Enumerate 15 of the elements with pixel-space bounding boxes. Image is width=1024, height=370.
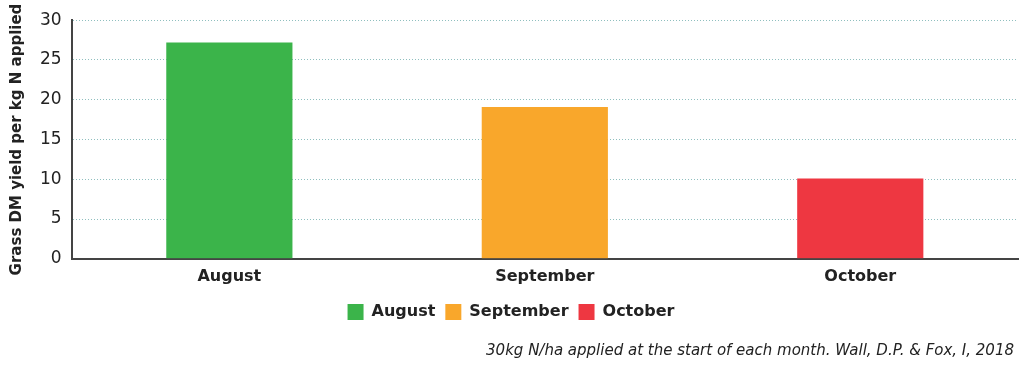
text: 30kg N/ha applied at the start of each month. Wall, D.P. & Fox, I, 2018 <box>486 341 1014 359</box>
x-tick-label: August <box>197 265 262 285</box>
y-tick-label: 15 <box>39 127 62 148</box>
x-tick-label: October <box>824 265 897 285</box>
y-tick-label: 30 <box>39 8 62 29</box>
y-tick-label: 25 <box>39 48 62 69</box>
y-tick-label: 5 <box>50 207 62 228</box>
y-axis-title: Grass DM yield per kg N applied <box>6 3 25 276</box>
x-tick-label: September <box>495 265 595 285</box>
y-tick-label: 20 <box>39 88 62 109</box>
y-tick-label: 0 <box>50 247 62 268</box>
legend-label: October <box>602 301 675 321</box>
y-tick-label: 10 <box>39 167 62 188</box>
legend-label: August <box>371 301 436 321</box>
legend-label: September <box>469 301 569 321</box>
